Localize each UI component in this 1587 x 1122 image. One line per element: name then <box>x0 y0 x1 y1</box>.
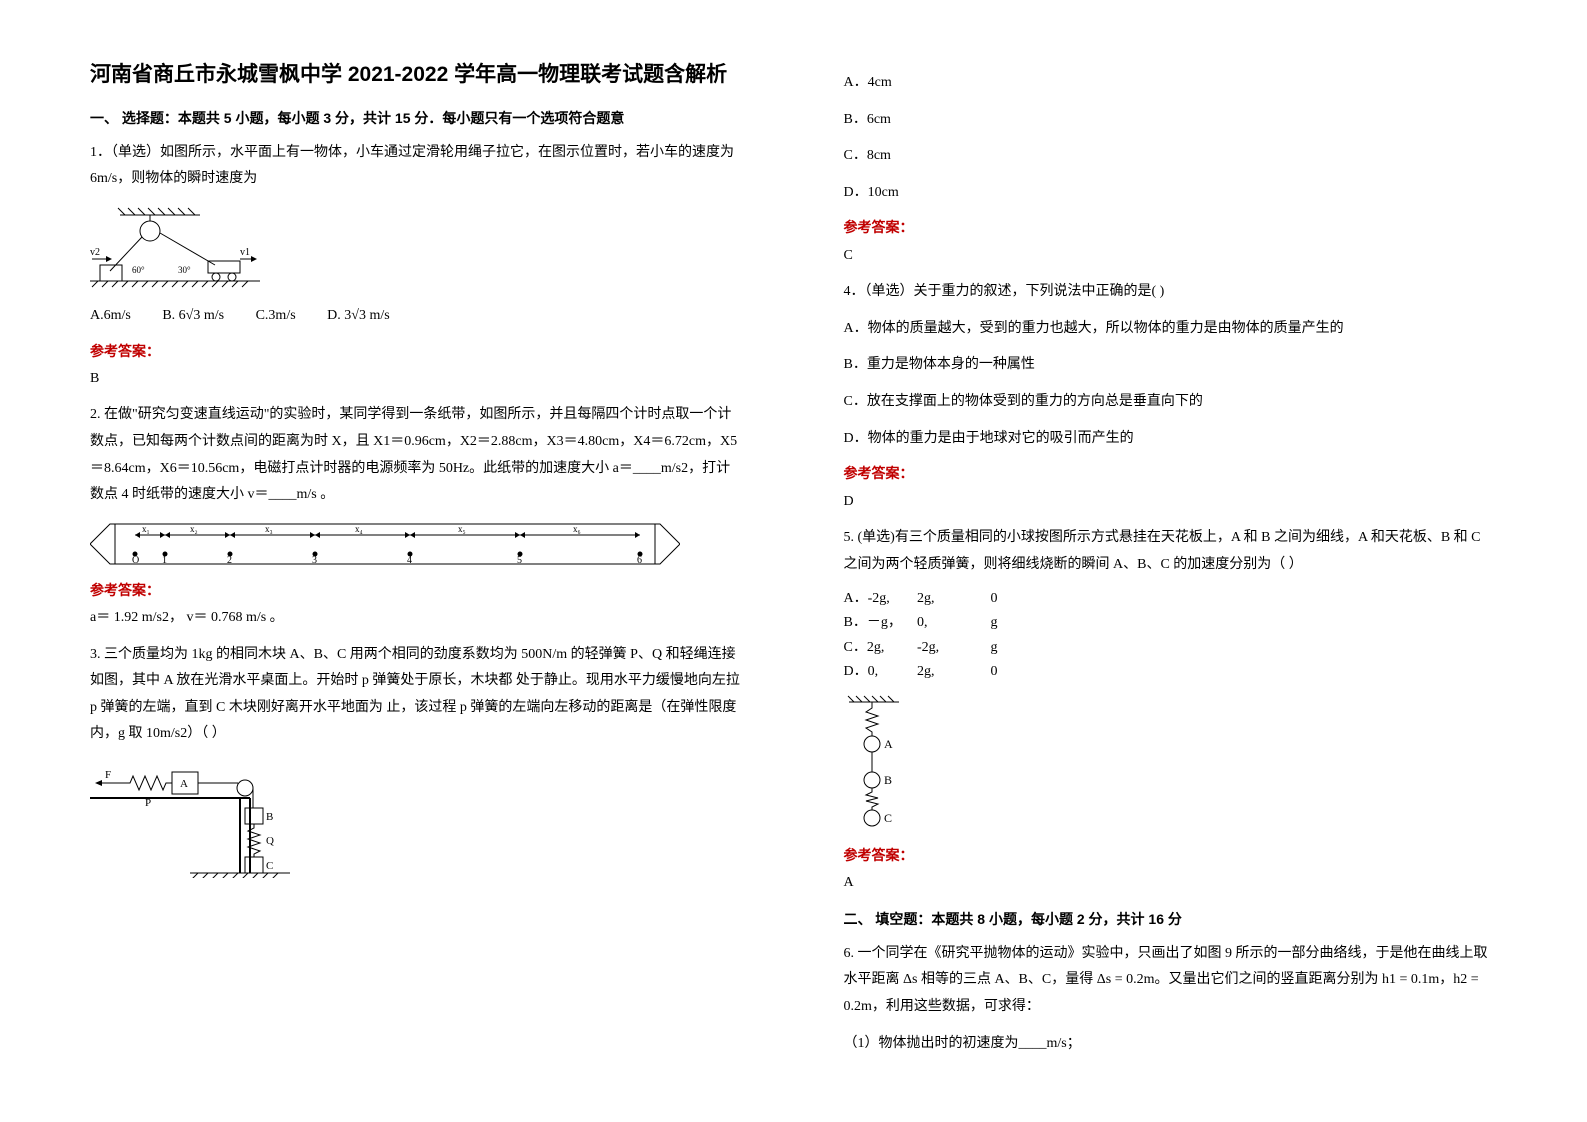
q5-row-d: D．0, 2g, 0 <box>844 661 1498 683</box>
q1-answer: B <box>90 368 744 390</box>
q3-opt-b: B．6cm <box>844 107 1498 134</box>
svg-text:30°: 30° <box>178 265 191 275</box>
document-title: 河南省商丘市永城雪枫中学 2021-2022 学年高一物理联考试题含解析 <box>90 60 744 89</box>
q5-c-3: g <box>991 637 1061 659</box>
q5-row-a: A．-2g, 2g, 0 <box>844 588 1498 610</box>
q4-opt-d: D．物体的重力是由于地球对它的吸引而产生的 <box>844 426 1498 453</box>
q4-answer: D <box>844 491 1498 513</box>
svg-text:1: 1 <box>162 555 167 566</box>
q5-figure: A B C <box>844 694 1498 834</box>
svg-text:5: 5 <box>517 555 522 566</box>
section-1-header: 一、 选择题：本题共 5 小题，每小题 3 分，共计 15 分．每小题只有一个选… <box>90 107 744 129</box>
q1-figure: v2 v1 60° 30° <box>90 203 744 293</box>
left-column: 河南省商丘市永城雪枫中学 2021-2022 学年高一物理联考试题含解析 一、 … <box>0 0 794 1122</box>
svg-text:3: 3 <box>312 555 317 566</box>
q5-c-2: -2g, <box>917 637 987 659</box>
q1-opt-a: A.6m/s <box>90 303 131 330</box>
q5-answer-label: 参考答案： <box>844 844 1498 866</box>
q6-sub1: （1）物体抛出时的初速度为____m/s； <box>844 1031 1498 1058</box>
svg-text:P: P <box>145 797 151 809</box>
svg-text:O: O <box>132 555 139 566</box>
svg-text:x₆: x₆ <box>573 524 581 534</box>
q3-text: 3. 三个质量均为 1kg 的相同木块 A、B、C 用两个相同的劲度系数均为 5… <box>90 642 744 748</box>
q1-opt-b: B. 6√3 m/s <box>162 303 224 330</box>
q4-text: 4．（单选）关于重力的叙述，下列说法中正确的是( ) <box>844 279 1498 306</box>
svg-text:C: C <box>884 811 892 825</box>
svg-text:v2: v2 <box>90 247 100 258</box>
svg-text:x₃: x₃ <box>265 524 273 534</box>
svg-text:x₂: x₂ <box>190 524 198 534</box>
svg-text:x₄: x₄ <box>355 524 363 534</box>
q3-answer: C <box>844 245 1498 267</box>
q2-text: 2. 在做"研究匀变速直线运动"的实验时，某同学得到一条纸带，如图所示，并且每隔… <box>90 402 744 508</box>
svg-text:A: A <box>180 778 188 790</box>
svg-text:x₅: x₅ <box>458 524 466 534</box>
q5-a-1: A．-2g, <box>844 588 914 610</box>
svg-text:F: F <box>105 769 111 781</box>
svg-text:v1: v1 <box>240 247 250 258</box>
q1-opt-c: C.3m/s <box>256 303 296 330</box>
q3-opt-d: D．10cm <box>844 180 1498 207</box>
svg-text:6: 6 <box>637 555 642 566</box>
q5-text: 5. (单选)有三个质量相同的小球按图所示方式悬挂在天花板上，A 和 B 之间为… <box>844 525 1498 578</box>
q4-answer-label: 参考答案： <box>844 462 1498 484</box>
svg-text:2: 2 <box>227 555 232 566</box>
svg-text:B: B <box>884 773 892 787</box>
svg-text:x₁: x₁ <box>142 524 150 534</box>
q5-options: A．-2g, 2g, 0 B．－g， 0, g C．2g, -2g, g D．0… <box>844 588 1498 684</box>
q1-answer-label: 参考答案： <box>90 340 744 362</box>
q5-row-c: C．2g, -2g, g <box>844 637 1498 659</box>
q5-d-2: 2g, <box>917 661 987 683</box>
q5-row-b: B．－g， 0, g <box>844 612 1498 634</box>
q2-tape-figure: O 1 2 3 4 5 6 x₁ x₂ x₃ <box>90 519 744 569</box>
q5-c-1: C．2g, <box>844 637 914 659</box>
q1-text: 1．（单选）如图所示，水平面上有一物体，小车通过定滑轮用绳子拉它，在图示位置时，… <box>90 140 744 193</box>
q2-answer-label: 参考答案： <box>90 579 744 601</box>
q3-opt-c: C．8cm <box>844 143 1498 170</box>
q4-opt-c: C．放在支撑面上的物体受到的重力的方向总是垂直向下的 <box>844 389 1498 416</box>
q1-options: A.6m/s B. 6√3 m/s C.3m/s D. 3√3 m/s <box>90 303 744 330</box>
q5-b-2: 0, <box>917 612 987 634</box>
svg-text:C: C <box>266 860 273 872</box>
section-2-header: 二、 填空题：本题共 8 小题，每小题 2 分，共计 16 分 <box>844 908 1498 930</box>
q4-opt-b: B．重力是物体本身的一种属性 <box>844 352 1498 379</box>
q2-answer: a＝ 1.92 m/s2， v＝ 0.768 m/s 。 <box>90 607 744 629</box>
q1-opt-d: D. 3√3 m/s <box>327 303 390 330</box>
exam-page: 河南省商丘市永城雪枫中学 2021-2022 学年高一物理联考试题含解析 一、 … <box>0 0 1587 1122</box>
svg-text:A: A <box>884 737 893 751</box>
q5-answer: A <box>844 872 1498 894</box>
q3-opt-a: A．4cm <box>844 70 1498 97</box>
q5-a-2: 2g, <box>917 588 987 610</box>
q5-d-1: D．0, <box>844 661 914 683</box>
svg-text:60°: 60° <box>132 265 145 275</box>
q3-answer-label: 参考答案： <box>844 216 1498 238</box>
q3-figure: F P A B Q C <box>90 758 744 878</box>
svg-text:B: B <box>266 811 273 823</box>
q5-b-1: B．－g， <box>844 612 914 634</box>
q6-text: 6. 一个同学在《研究平抛物体的运动》实验中，只画出了如图 9 所示的一部分曲络… <box>844 941 1498 1021</box>
right-column: A．4cm B．6cm C．8cm D．10cm 参考答案： C 4．（单选）关… <box>794 0 1587 1122</box>
q4-opt-a: A．物体的质量越大，受到的重力也越大，所以物体的重力是由物体的质量产生的 <box>844 316 1498 343</box>
q5-a-3: 0 <box>991 588 1061 610</box>
svg-text:4: 4 <box>407 555 412 566</box>
q5-d-3: 0 <box>991 661 1061 683</box>
svg-text:Q: Q <box>266 835 274 847</box>
q5-b-3: g <box>991 612 1061 634</box>
